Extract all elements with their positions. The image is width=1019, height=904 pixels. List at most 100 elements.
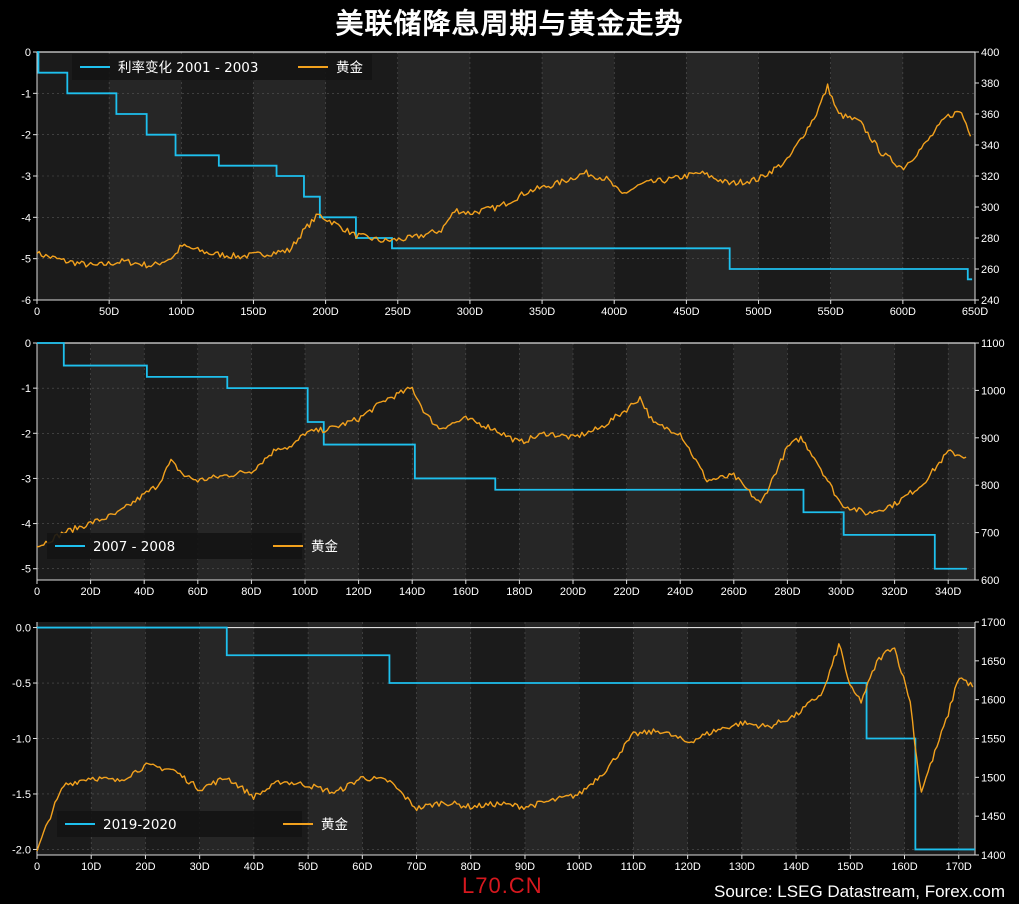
- y-right-tick-label: 240: [981, 295, 999, 307]
- gold-series-line: [36, 643, 974, 852]
- rate-series-line: [37, 626, 975, 851]
- plot-stripe: [948, 343, 975, 580]
- x-tick-label: 140D: [783, 861, 809, 873]
- x-tick-label: 320D: [881, 586, 907, 598]
- x-tick-label: 100D: [566, 861, 592, 873]
- x-tick-label: 250D: [385, 306, 411, 318]
- plot-stripe: [412, 343, 466, 580]
- y-left-tick-label: -2.0: [12, 844, 31, 856]
- y-right-tick-label: 1700: [981, 617, 1005, 629]
- y-right-tick-label: 360: [981, 109, 999, 121]
- x-tick-label: 350D: [529, 306, 555, 318]
- y-right-tick-label: 700: [981, 528, 999, 540]
- plot-stripe: [519, 343, 573, 580]
- y-right-tick-label: 380: [981, 78, 999, 90]
- y-right-tick-label: 300: [981, 202, 999, 214]
- y-right-tick-label: 1000: [981, 385, 1005, 397]
- y-left-tick-label: -4: [21, 519, 31, 531]
- legend-label: 黄金: [336, 60, 363, 76]
- x-tick-label: 60D: [188, 586, 208, 598]
- x-tick-label: 260D: [721, 586, 747, 598]
- x-tick-label: 300D: [457, 306, 483, 318]
- x-tick-label: 240D: [667, 586, 693, 598]
- x-tick-label: 160D: [891, 861, 917, 873]
- plot-stripe: [626, 343, 681, 580]
- legend-box: [57, 811, 302, 837]
- y-left-tick-label: -5: [21, 254, 31, 266]
- plot-stripe: [305, 343, 359, 580]
- x-tick-label: 20D: [135, 861, 155, 873]
- plot-stripe: [633, 622, 688, 855]
- x-tick-label: 110D: [621, 861, 647, 873]
- x-tick-label: 0: [34, 586, 40, 598]
- x-tick-label: 70D: [406, 861, 426, 873]
- x-tick-label: 100D: [168, 306, 194, 318]
- y-right-tick-label: 400: [981, 47, 999, 59]
- rate-series-line: [37, 342, 967, 570]
- x-tick-label: 80D: [461, 861, 481, 873]
- plot-stripe: [958, 622, 975, 855]
- y-right-tick-label: 1500: [981, 772, 1005, 784]
- x-tick-label: 220D: [613, 586, 639, 598]
- source-note: Source: LSEG Datastream, Forex.com: [714, 882, 1005, 901]
- y-left-tick-label: -5: [21, 564, 31, 576]
- y-left-tick-label: -1.0: [12, 734, 31, 746]
- x-tick-label: 30D: [190, 861, 210, 873]
- y-right-tick-label: 1600: [981, 695, 1005, 707]
- y-left-tick-label: -2: [21, 428, 31, 440]
- x-tick-label: 10D: [81, 861, 101, 873]
- y-right-tick-label: 600: [981, 575, 999, 587]
- x-tick-label: 170D: [946, 861, 972, 873]
- x-tick-label: 0: [34, 861, 40, 873]
- chart-panel-2: 0 20D 40D 60D 80D 100D 120D 140D 160D 180D 200D 220…: [21, 338, 1005, 598]
- legend: 2019-2020 黄金: [57, 811, 348, 837]
- x-tick-label: 300D: [828, 586, 854, 598]
- x-tick-label: 130D: [729, 861, 755, 873]
- y-right-tick-label: 1450: [981, 811, 1005, 823]
- y-left-tick-label: -4: [21, 212, 31, 224]
- x-tick-label: 20D: [81, 586, 101, 598]
- y-right-tick-label: 800: [981, 480, 999, 492]
- x-tick-label: 80D: [241, 586, 261, 598]
- y-left-tick-label: -2: [21, 130, 31, 142]
- x-tick-label: 50D: [99, 306, 119, 318]
- y-right-tick-label: 320: [981, 171, 999, 183]
- legend: 利率变化 2001 - 2003 黄金: [72, 54, 372, 80]
- x-tick-label: 160D: [453, 586, 479, 598]
- x-tick-label: 50D: [298, 861, 318, 873]
- legend: 2007 - 2008 黄金: [47, 533, 338, 559]
- x-tick-label: 200D: [312, 306, 338, 318]
- y-right-tick-label: 1400: [981, 850, 1005, 862]
- chart-panel-1: 0 50D 100D 150D 200D 250D 300D 350D 400D 450D 500D…: [21, 47, 999, 318]
- x-tick-label: 60D: [352, 861, 372, 873]
- y-right-tick-label: 900: [981, 433, 999, 445]
- y-left-tick-label: 0: [25, 338, 31, 350]
- y-left-tick-label: -0.5: [12, 678, 31, 690]
- chart-title: 美联储降息周期与黄金走势: [335, 7, 684, 40]
- x-tick-label: 40D: [134, 586, 154, 598]
- y-right-tick-label: 260: [981, 264, 999, 276]
- y-left-tick-label: 0.0: [16, 623, 31, 635]
- y-right-tick-label: 1650: [981, 656, 1005, 668]
- x-tick-label: 100D: [292, 586, 318, 598]
- legend-label: 黄金: [321, 817, 348, 833]
- y-left-tick-label: 0: [25, 47, 31, 59]
- y-right-tick-label: 340: [981, 140, 999, 152]
- watermark: L70.CN: [462, 873, 543, 898]
- y-left-tick-label: -1: [21, 88, 31, 100]
- rate-series-line: [37, 51, 973, 281]
- x-tick-label: 120D: [674, 861, 700, 873]
- x-tick-label: 280D: [774, 586, 800, 598]
- x-tick-label: 150D: [240, 306, 266, 318]
- y-right-tick-label: 1100: [981, 338, 1005, 350]
- legend-box: [47, 533, 302, 559]
- x-tick-label: 180D: [506, 586, 532, 598]
- y-left-tick-label: -3: [21, 473, 31, 485]
- x-tick-label: 450D: [673, 306, 699, 318]
- y-left-tick-label: -3: [21, 171, 31, 183]
- legend-label: 黄金: [311, 539, 338, 555]
- y-left-tick-label: -6: [21, 295, 31, 307]
- x-tick-label: 340D: [935, 586, 961, 598]
- x-tick-label: 500D: [745, 306, 771, 318]
- legend-label: 利率变化 2001 - 2003: [118, 59, 258, 76]
